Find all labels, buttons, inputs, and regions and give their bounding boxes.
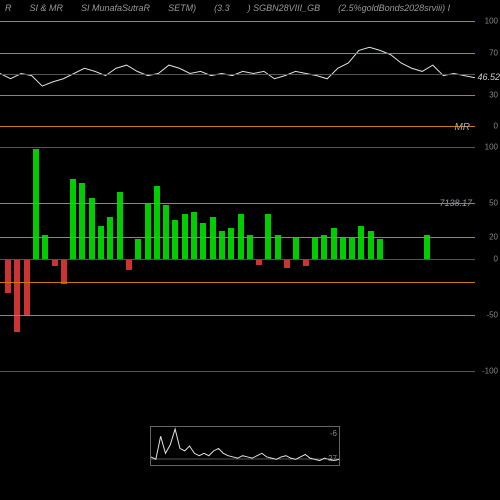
mr-label: MR: [454, 122, 470, 133]
bar: [135, 239, 141, 259]
mini-line-chart: [151, 427, 339, 465]
mr-panel: MR 7138.17 10050200-50-100: [0, 136, 500, 416]
gridlabel: 100: [485, 17, 498, 26]
bar: [14, 259, 20, 332]
bar: [42, 235, 48, 260]
bar: [293, 237, 299, 259]
bar: [321, 235, 327, 260]
gridlabel: 100: [485, 143, 498, 152]
gridlabel: 50: [489, 199, 498, 208]
mini-label-bot: -27: [325, 454, 337, 463]
bar: [349, 237, 355, 259]
bar: [340, 237, 346, 259]
bar: [368, 231, 374, 259]
hdr-6: ) SGBN28VIII_GB: [248, 3, 321, 13]
mini-label-top: -6: [330, 429, 337, 438]
bar: [424, 235, 430, 260]
bar: [5, 259, 11, 293]
gridlabel: 0: [494, 122, 498, 131]
bar: [61, 259, 67, 284]
bar: [191, 212, 197, 259]
bar: [89, 198, 95, 260]
bar: [228, 228, 234, 259]
bar: [200, 223, 206, 259]
bar: [172, 220, 178, 259]
gridlabel: -100: [482, 367, 498, 376]
mini-panel: -6 -27: [0, 421, 500, 471]
bar: [358, 226, 364, 260]
bar: [303, 259, 309, 266]
bar: [219, 231, 225, 259]
bar: [33, 149, 39, 259]
bar: [98, 226, 104, 260]
gridlabel: 30: [489, 90, 498, 99]
bar: [331, 228, 337, 259]
mr-bars: [5, 136, 470, 416]
bar: [126, 259, 132, 270]
hdr-4: SETM): [168, 3, 196, 13]
bar: [210, 217, 216, 260]
gridlabel: 20: [489, 232, 498, 241]
bar: [107, 217, 113, 260]
bar: [52, 259, 58, 266]
bar: [145, 203, 151, 259]
bar: [70, 179, 76, 260]
bar: [117, 192, 123, 259]
gridlabel: 0: [494, 255, 498, 264]
bar: [377, 239, 383, 259]
gridlabel: -50: [486, 311, 498, 320]
bar: [284, 259, 290, 268]
hdr-2: SI & MR: [30, 3, 64, 13]
gridlabel: 70: [489, 48, 498, 57]
bar: [312, 237, 318, 259]
mini-chart-box: -6 -27: [150, 426, 340, 466]
bar: [163, 205, 169, 259]
chart-header: R SI & MR SI MunafaSutraR SETM) (3.3 ) S…: [0, 0, 500, 16]
bar: [24, 259, 30, 315]
hdr-5: (3.3: [214, 3, 230, 13]
bar: [275, 235, 281, 260]
rsi-current-value: 46.52: [477, 72, 500, 82]
bar: [79, 183, 85, 259]
hdr-7: (2.5%goldBonds2028srviii) I: [338, 3, 450, 13]
bar: [247, 235, 253, 260]
hdr-1: R: [5, 3, 12, 13]
bar: [154, 186, 160, 259]
rsi-panel: 46.52 10070300: [0, 21, 500, 126]
hdr-3: SI MunafaSutraR: [81, 3, 150, 13]
